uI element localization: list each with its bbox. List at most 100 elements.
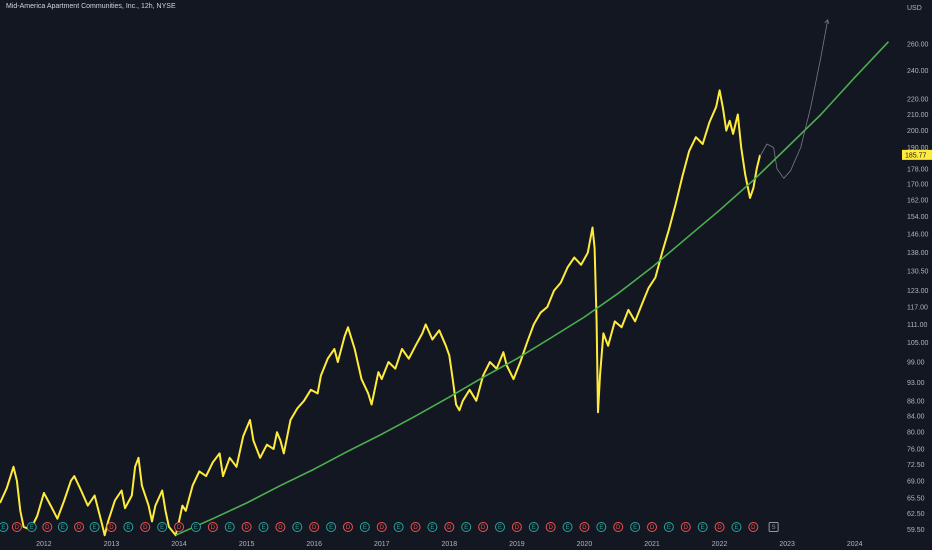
earnings-marker-icon[interactable]: E — [57, 522, 68, 532]
y-tick-label: 123.00 — [907, 288, 929, 295]
y-tick-label: 72.50 — [907, 462, 925, 469]
x-tick-label: 2016 — [306, 541, 322, 548]
dividend-marker-icon[interactable]: D — [376, 522, 387, 532]
earnings-marker-icon[interactable]: E — [326, 522, 337, 532]
earnings-marker-icon[interactable]: E — [663, 522, 674, 532]
svg-text:D: D — [548, 525, 553, 531]
earnings-marker-icon[interactable]: E — [359, 522, 370, 532]
earnings-marker-icon[interactable]: E — [427, 522, 438, 532]
svg-text:D: D — [312, 525, 317, 531]
dividend-marker-icon[interactable]: D — [680, 522, 691, 532]
svg-text:D: D — [77, 525, 82, 531]
svg-text:E: E — [30, 525, 34, 531]
split-marker-icon[interactable]: S — [768, 522, 779, 532]
dividend-marker-icon[interactable]: D — [309, 522, 320, 532]
x-tick-label: 2021 — [644, 541, 660, 548]
earnings-marker-icon[interactable]: E — [190, 522, 201, 532]
dividend-marker-icon[interactable]: D — [410, 522, 421, 532]
earnings-marker-icon[interactable]: E — [26, 522, 37, 532]
y-tick-label: 88.00 — [907, 398, 925, 405]
earnings-marker-icon[interactable]: E — [528, 522, 539, 532]
y-tick-label: 178.00 — [907, 166, 929, 173]
earnings-marker-icon[interactable]: E — [494, 522, 505, 532]
svg-text:E: E — [498, 525, 502, 531]
x-tick-label: 2020 — [577, 541, 593, 548]
y-tick-label: 84.00 — [907, 414, 925, 421]
earnings-marker-icon[interactable]: E — [157, 522, 168, 532]
earnings-marker-icon[interactable]: E — [89, 522, 100, 532]
dividend-marker-icon[interactable]: D — [748, 522, 759, 532]
svg-text:D: D — [616, 525, 621, 531]
earnings-marker-icon[interactable]: E — [393, 522, 404, 532]
earnings-marker-icon[interactable]: E — [461, 522, 472, 532]
svg-text:E: E — [194, 525, 198, 531]
x-tick-label: 2017 — [374, 541, 390, 548]
price-series-line — [0, 89, 762, 537]
projection-arrow-icon — [824, 19, 830, 24]
line-layer — [0, 19, 890, 537]
dividend-marker-icon[interactable]: D — [444, 522, 455, 532]
svg-text:E: E — [397, 525, 401, 531]
dividend-marker-icon[interactable]: D — [140, 522, 151, 532]
dividend-marker-icon[interactable]: D — [174, 522, 185, 532]
y-tick-label: 170.00 — [907, 182, 929, 189]
y-tick-label: 80.00 — [907, 430, 925, 437]
svg-text:D: D — [650, 525, 655, 531]
dividend-marker-icon[interactable]: D — [545, 522, 556, 532]
x-tick-label: 2015 — [239, 541, 255, 548]
dividend-marker-icon[interactable]: D — [74, 522, 85, 532]
y-tick-label: 240.00 — [907, 68, 929, 75]
earnings-marker-icon[interactable]: E — [596, 522, 607, 532]
earnings-marker-icon[interactable]: E — [697, 522, 708, 532]
y-tick-label: 190.00 — [907, 145, 929, 152]
svg-text:E: E — [464, 525, 468, 531]
earnings-marker-icon[interactable]: E — [123, 522, 134, 532]
dividend-marker-icon[interactable]: D — [241, 522, 252, 532]
y-tick-label: 65.50 — [907, 495, 925, 502]
svg-text:D: D — [582, 525, 587, 531]
svg-text:E: E — [532, 525, 536, 531]
dividend-marker-icon[interactable]: D — [342, 522, 353, 532]
svg-text:D: D — [447, 525, 452, 531]
earnings-marker-icon[interactable]: E — [731, 522, 742, 532]
svg-text:D: D — [244, 525, 249, 531]
svg-text:D: D — [717, 525, 722, 531]
x-tick-label: 2023 — [779, 541, 795, 548]
earnings-marker-icon[interactable]: E — [292, 522, 303, 532]
dividend-marker-icon[interactable]: D — [579, 522, 590, 532]
svg-text:E: E — [667, 525, 671, 531]
earnings-marker-icon[interactable]: E — [258, 522, 269, 532]
svg-text:D: D — [109, 525, 114, 531]
x-tick-label: 2014 — [171, 541, 187, 548]
dividend-marker-icon[interactable]: D — [511, 522, 522, 532]
y-axis: USD 59.50 62.50 65.50 69.00 72.50 76.00 80.00 8… — [907, 5, 929, 534]
x-tick-label: 2024 — [847, 541, 863, 548]
earnings-marker-icon[interactable]: E — [562, 522, 573, 532]
dividend-marker-icon[interactable]: D — [275, 522, 286, 532]
dividend-marker-icon[interactable]: D — [478, 522, 489, 532]
dividend-marker-icon[interactable]: D — [42, 522, 53, 532]
y-tick-label: 200.00 — [907, 128, 929, 135]
svg-text:D: D — [515, 525, 520, 531]
dividend-marker-icon[interactable]: D — [207, 522, 218, 532]
dividend-marker-icon[interactable]: D — [106, 522, 117, 532]
dividend-marker-icon[interactable]: D — [647, 522, 658, 532]
earnings-marker-icon[interactable]: E — [0, 522, 9, 532]
svg-text:E: E — [363, 525, 367, 531]
svg-text:D: D — [177, 525, 182, 531]
last-price-tag: 185.77 — [902, 149, 932, 160]
dividend-marker-icon[interactable]: D — [714, 522, 725, 532]
svg-text:D: D — [143, 525, 148, 531]
dividend-marker-icon[interactable]: D — [613, 522, 624, 532]
svg-text:E: E — [701, 525, 705, 531]
svg-text:E: E — [126, 525, 130, 531]
last-price-label: 185.77 — [905, 152, 927, 159]
y-tick-label: 210.00 — [907, 112, 929, 119]
earnings-marker-icon[interactable]: E — [224, 522, 235, 532]
svg-text:E: E — [566, 525, 570, 531]
dividend-marker-icon[interactable]: D — [11, 522, 22, 532]
svg-text:E: E — [160, 525, 164, 531]
earnings-marker-icon[interactable]: E — [630, 522, 641, 532]
y-tick-label: 260.00 — [907, 42, 929, 49]
